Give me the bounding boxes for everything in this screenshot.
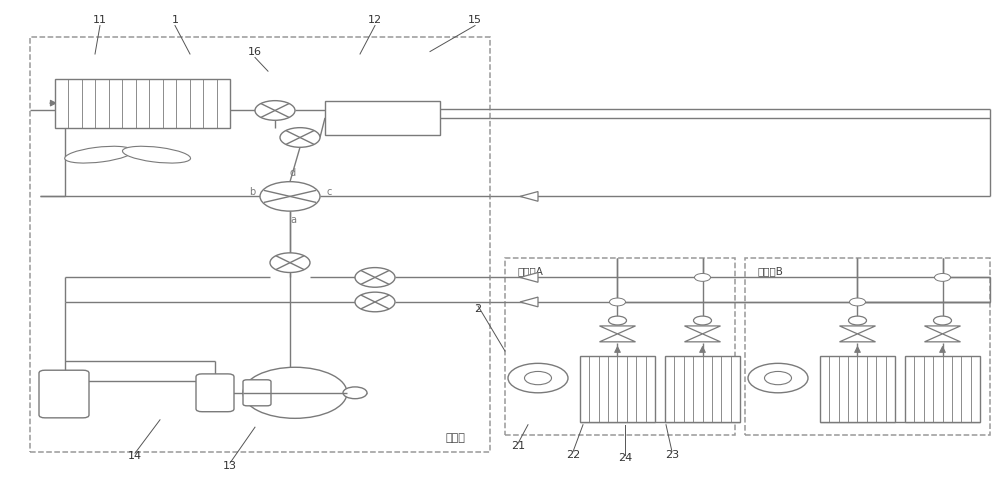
Ellipse shape [122,146,191,163]
Polygon shape [520,191,538,201]
Text: 22: 22 [566,450,580,460]
Text: d: d [290,168,296,178]
Circle shape [748,363,808,393]
Circle shape [849,298,866,306]
Circle shape [280,128,320,147]
Ellipse shape [65,146,133,163]
Text: 12: 12 [368,15,382,25]
Circle shape [255,101,295,120]
Circle shape [260,182,320,211]
Text: 11: 11 [93,15,107,25]
Polygon shape [520,297,538,307]
Circle shape [609,298,626,306]
Text: 14: 14 [128,451,142,461]
Text: 13: 13 [223,461,237,471]
Circle shape [355,292,395,312]
Text: 1: 1 [172,15,178,25]
Circle shape [765,371,792,385]
Polygon shape [684,334,720,342]
Bar [745,258,990,435]
Text: b: b [249,187,255,197]
Polygon shape [924,334,960,342]
Bar [905,356,980,422]
Circle shape [934,273,950,281]
Circle shape [848,316,866,325]
Polygon shape [924,326,960,334]
Circle shape [934,316,952,325]
Text: 24: 24 [618,453,632,463]
Bar [505,258,735,435]
Text: 室外机: 室外机 [445,433,465,443]
Bar [325,101,440,135]
Bar [820,356,895,422]
FancyBboxPatch shape [39,370,89,418]
Circle shape [243,367,347,418]
Text: 室内机A: 室内机A [517,267,543,276]
FancyBboxPatch shape [243,380,271,406]
Circle shape [608,316,626,325]
Text: 16: 16 [248,47,262,56]
Text: 15: 15 [468,15,482,25]
Text: 室内机B: 室内机B [757,267,783,276]
Polygon shape [684,326,720,334]
Circle shape [343,387,367,399]
Polygon shape [599,326,636,334]
Bar [30,37,490,452]
Text: a: a [290,215,296,225]
Circle shape [508,363,568,393]
Circle shape [694,273,710,281]
Bar [665,356,740,422]
Circle shape [270,253,310,273]
Text: 23: 23 [665,450,679,460]
Bar [580,356,655,422]
Circle shape [524,371,552,385]
Polygon shape [520,273,538,282]
Bar [55,79,230,128]
Polygon shape [839,326,876,334]
Polygon shape [599,334,636,342]
Text: c: c [327,187,332,197]
Text: 2: 2 [474,304,482,314]
Circle shape [355,268,395,287]
Circle shape [694,316,712,325]
Text: 21: 21 [511,441,525,451]
FancyBboxPatch shape [196,374,234,411]
Polygon shape [839,334,876,342]
